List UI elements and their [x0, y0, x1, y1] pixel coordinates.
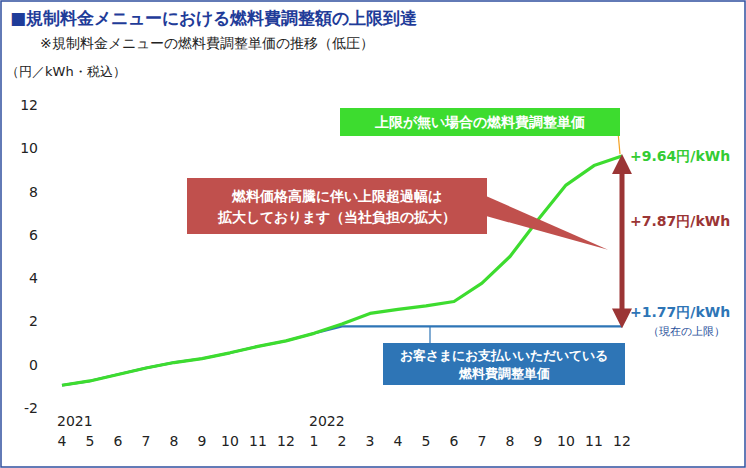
text-line: 燃料費調整単価: [458, 366, 550, 381]
series-line: [62, 326, 622, 385]
y-axis-label: （円／kWh・税込）: [6, 64, 126, 79]
series-line: [62, 156, 622, 385]
annotation-difference: +7.87円/kWh: [630, 213, 730, 229]
y-tick-label: 4: [29, 270, 38, 286]
blue-callout-pointer: [429, 326, 430, 343]
subtitle: ※規制料金メニューの燃料費調整単価の推移（低圧）: [40, 35, 374, 51]
x-tick-label: 1: [310, 433, 319, 449]
outer-frame: [1, 1, 745, 467]
y-tick-label: -2: [24, 400, 38, 416]
x-tick-label: 12: [277, 433, 295, 449]
green-callout-box: [340, 108, 620, 136]
text-line: 燃料価格高騰に伴い上限超過幅は: [231, 188, 442, 204]
x-tick-label: 10: [557, 433, 575, 449]
x-tick-label: 5: [422, 433, 431, 449]
y-tick-label: 12: [20, 97, 38, 113]
x-tick-label: 7: [478, 433, 487, 449]
x-tick-label: 9: [198, 433, 207, 449]
x-tick-label: 4: [394, 433, 403, 449]
text-line: 拡大しております（当社負担の拡大）: [217, 209, 456, 225]
x-tick-label: 8: [170, 433, 179, 449]
cap-label: （現在の上限）: [648, 325, 725, 338]
title: ■規制料金メニューにおける燃料費調整額の上限到達: [10, 8, 417, 28]
y-tick-label: 8: [29, 184, 38, 200]
x-tick-label: 8: [506, 433, 515, 449]
year-label: 2022: [309, 413, 345, 429]
x-tick-label: 7: [142, 433, 151, 449]
y-tick-label: 2: [29, 313, 38, 329]
x-tick-label: 6: [450, 433, 459, 449]
text-line: お客さまにお支払いいただいている: [400, 348, 608, 363]
x-tick-label: 9: [534, 433, 543, 449]
chart-svg: ■規制料金メニューにおける燃料費調整額の上限到達 ※規制料金メニューの燃料費調整単…: [0, 0, 746, 468]
x-tick-label: 12: [613, 433, 631, 449]
x-tick-label: 11: [249, 433, 267, 449]
annotation-top: +9.64円/kWh: [630, 148, 730, 164]
y-tick-label: 10: [20, 140, 38, 156]
callout-text: 燃料価格高騰に伴い上限超過幅は拡大しております（当社負担の拡大）: [217, 188, 456, 225]
red-callout-box: [187, 178, 487, 234]
series-label: お客さまにお支払いいただいている燃料費調整単価: [400, 348, 608, 381]
x-tick-label: 2: [338, 433, 347, 449]
annotation-cap: +1.77円/kWh: [630, 304, 730, 320]
x-tick-label: 4: [58, 433, 67, 449]
year-label: 2021: [57, 413, 93, 429]
series-label: 上限が無い場合の燃料費調整単価: [374, 114, 585, 130]
x-tick-label: 5: [86, 433, 95, 449]
x-tick-label: 3: [366, 433, 375, 449]
x-tick-label: 11: [585, 433, 603, 449]
chart-container: ■規制料金メニューにおける燃料費調整額の上限到達 ※規制料金メニューの燃料費調整単…: [0, 0, 746, 468]
x-tick-label: 6: [114, 433, 123, 449]
y-tick-label: 6: [29, 227, 38, 243]
text-line: 上限が無い場合の燃料費調整単価: [374, 114, 585, 130]
series-group: [62, 156, 622, 385]
x-tick-label: 10: [221, 433, 239, 449]
y-tick-label: 0: [29, 357, 38, 373]
blue-callout-box: [383, 343, 625, 385]
red-callout-pointer: [486, 196, 608, 250]
difference-arrow: [620, 164, 625, 318]
